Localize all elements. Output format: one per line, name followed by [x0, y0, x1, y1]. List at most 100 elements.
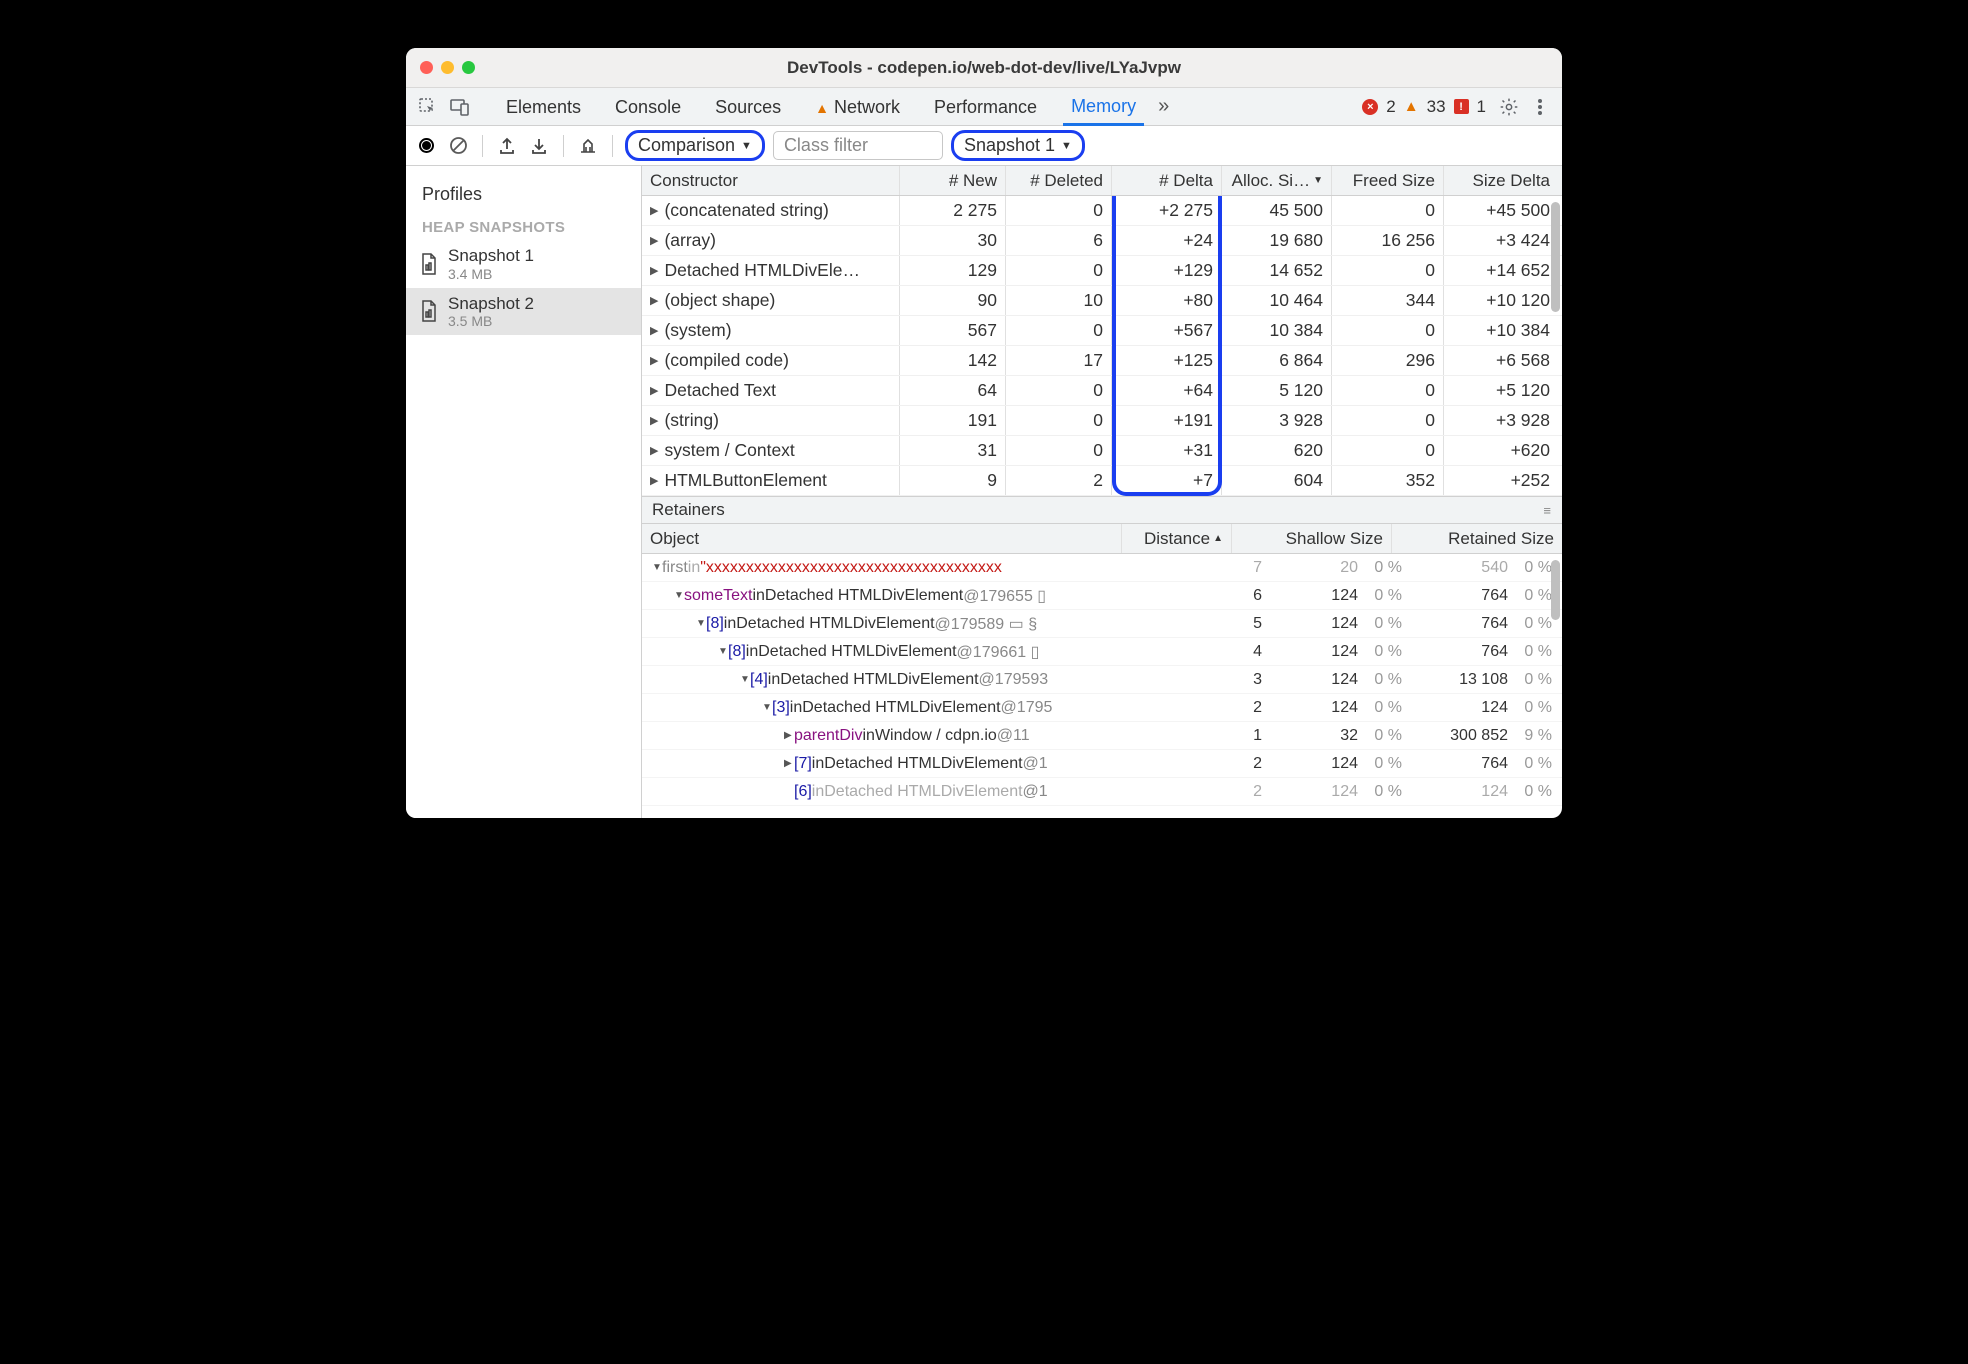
export-icon[interactable]: [495, 134, 519, 158]
tab-performance[interactable]: Performance: [926, 89, 1045, 124]
table-row[interactable]: ▶system / Context310+316200+620: [642, 436, 1562, 466]
sort-desc-icon: ▼: [1313, 175, 1323, 186]
retainer-row[interactable]: ▶ parentDiv in Window / cdpn.io @111320 …: [642, 722, 1562, 750]
expand-icon[interactable]: ▼: [652, 562, 662, 573]
tab-elements[interactable]: Elements: [498, 89, 589, 124]
table-row[interactable]: ▶(system)5670+56710 3840+10 384: [642, 316, 1562, 346]
clear-button[interactable]: [446, 134, 470, 158]
titlebar: DevTools - codepen.io/web-dot-dev/live/L…: [406, 48, 1562, 88]
expand-icon[interactable]: ▶: [650, 234, 658, 247]
constructor-name: (concatenated string): [664, 200, 828, 221]
retainer-row[interactable]: ▶ [7] in Detached HTMLDivElement @121240…: [642, 750, 1562, 778]
cell-new: 64: [900, 376, 1006, 405]
view-mode-select[interactable]: Comparison ▼: [625, 130, 765, 161]
distance: 7: [1162, 559, 1272, 577]
retainers-header-bar: Retainers ≡: [642, 496, 1562, 524]
table-row[interactable]: ▶(concatenated string)2 2750+2 27545 500…: [642, 196, 1562, 226]
inspect-element-icon[interactable]: [417, 96, 439, 118]
cell-new: 142: [900, 346, 1006, 375]
retainer-row[interactable]: ▼ someText in Detached HTMLDivElement @1…: [642, 582, 1562, 610]
cell-delta: +2 275: [1112, 196, 1222, 225]
col-deleted[interactable]: # Deleted: [1006, 166, 1112, 195]
warning-icon[interactable]: ▲: [1404, 98, 1419, 115]
retainers-menu-icon[interactable]: ≡: [1543, 503, 1552, 518]
cell-size-delta: +3 424: [1444, 226, 1562, 255]
table-row[interactable]: ▶Detached Text640+645 1200+5 120: [642, 376, 1562, 406]
error-icon[interactable]: [1362, 99, 1378, 115]
more-options-icon[interactable]: [1537, 98, 1543, 116]
shallow-size: 124: [1272, 615, 1362, 633]
tab-sources[interactable]: Sources: [707, 89, 789, 124]
table-row[interactable]: ▶(compiled code)14217+1256 864296+6 568: [642, 346, 1562, 376]
table-row[interactable]: ▶(array)306+2419 68016 256+3 424: [642, 226, 1562, 256]
object-path: ▼ [8] in Detached HTMLDivElement @179589…: [642, 614, 1162, 634]
object-path: ▼ first in "xxxxxxxxxxxxxxxxxxxxxxxxxxxx…: [642, 559, 1162, 577]
record-button[interactable]: [414, 134, 438, 158]
expand-icon[interactable]: ▼: [740, 674, 750, 685]
expand-icon[interactable]: ▶: [650, 204, 658, 217]
more-tabs-icon[interactable]: »: [1158, 95, 1169, 118]
tab-memory[interactable]: Memory: [1063, 88, 1144, 126]
retainer-row[interactable]: ▼ [8] in Detached HTMLDivElement @179589…: [642, 610, 1562, 638]
expand-icon[interactable]: ▼: [762, 702, 772, 713]
retainer-row[interactable]: [6] in Detached HTMLDivElement @121240 %…: [642, 778, 1562, 806]
cell-size-delta: +252: [1444, 466, 1562, 495]
expand-icon[interactable]: ▶: [650, 294, 658, 307]
col-shallow-size[interactable]: Shallow Size: [1232, 524, 1392, 553]
expand-icon[interactable]: ▶: [784, 730, 794, 741]
expand-icon[interactable]: ▶: [650, 474, 658, 487]
expand-icon[interactable]: ▶: [650, 324, 658, 337]
expand-icon[interactable]: ▶: [650, 414, 658, 427]
table-row[interactable]: ▶Detached HTMLDivElem…1290+12914 6520+14…: [642, 256, 1562, 286]
tab-console[interactable]: Console: [607, 89, 689, 124]
retainer-row[interactable]: ▼ [4] in Detached HTMLDivElement @179593…: [642, 666, 1562, 694]
retained-pct: 0 %: [1512, 699, 1562, 717]
cell-freed: 0: [1332, 316, 1444, 345]
class-filter-input[interactable]: Class filter: [773, 131, 943, 160]
table-row[interactable]: ▶(string)1910+1913 9280+3 928: [642, 406, 1562, 436]
table-row[interactable]: ▶HTMLButtonElement92+7604352+252: [642, 466, 1562, 496]
retainer-row[interactable]: ▼ [3] in Detached HTMLDivElement @179521…: [642, 694, 1562, 722]
col-new[interactable]: # New: [900, 166, 1006, 195]
col-object[interactable]: Object: [642, 524, 1122, 553]
expand-icon[interactable]: ▶: [650, 264, 658, 277]
cell-deleted: 2: [1006, 466, 1112, 495]
expand-icon[interactable]: ▶: [784, 758, 794, 769]
col-constructor[interactable]: Constructor: [642, 166, 900, 195]
expand-icon[interactable]: ▶: [650, 354, 658, 367]
sidebar-item-snapshot[interactable]: Snapshot 23.5 MB: [406, 288, 641, 336]
col-size-delta[interactable]: Size Delta: [1444, 166, 1562, 195]
shallow-pct: 0 %: [1362, 783, 1412, 801]
retained-size: 764: [1412, 643, 1512, 661]
settings-icon[interactable]: [1499, 97, 1519, 117]
expand-icon[interactable]: ▼: [696, 618, 706, 629]
col-alloc-size[interactable]: Alloc. Si…▼: [1222, 166, 1332, 195]
expand-icon[interactable]: ▼: [674, 590, 684, 601]
expand-icon[interactable]: ▼: [718, 646, 728, 657]
dropdown-caret-icon: ▼: [1061, 140, 1072, 152]
baseline-select[interactable]: Snapshot 1 ▼: [951, 130, 1085, 161]
gc-icon[interactable]: [576, 134, 600, 158]
col-delta[interactable]: # Delta: [1112, 166, 1222, 195]
retainer-row[interactable]: ▼ first in "xxxxxxxxxxxxxxxxxxxxxxxxxxxx…: [642, 554, 1562, 582]
table-row[interactable]: ▶(object shape)9010+8010 464344+10 120: [642, 286, 1562, 316]
cell-freed: 352: [1332, 466, 1444, 495]
expand-icon[interactable]: ▶: [650, 444, 658, 457]
expand-icon[interactable]: ▶: [650, 384, 658, 397]
col-retained-size[interactable]: Retained Size: [1392, 524, 1562, 553]
retained-size: 764: [1412, 755, 1512, 773]
tab-network[interactable]: Network: [807, 89, 908, 124]
col-distance[interactable]: Distance▲: [1122, 524, 1232, 553]
cell-alloc: 6 864: [1222, 346, 1332, 375]
issues-icon[interactable]: !: [1454, 99, 1469, 114]
sidebar-item-snapshot[interactable]: Snapshot 13.4 MB: [406, 240, 641, 288]
device-toolbar-icon[interactable]: [449, 96, 471, 118]
col-freed-size[interactable]: Freed Size: [1332, 166, 1444, 195]
cell-size-delta: +45 500: [1444, 196, 1562, 225]
retainer-row[interactable]: ▼ [8] in Detached HTMLDivElement @179661…: [642, 638, 1562, 666]
scrollbar[interactable]: [1551, 202, 1560, 312]
constructor-name: system / Context: [664, 440, 794, 461]
snapshot-file-icon: [420, 253, 438, 275]
scrollbar[interactable]: [1551, 560, 1560, 620]
import-icon[interactable]: [527, 134, 551, 158]
